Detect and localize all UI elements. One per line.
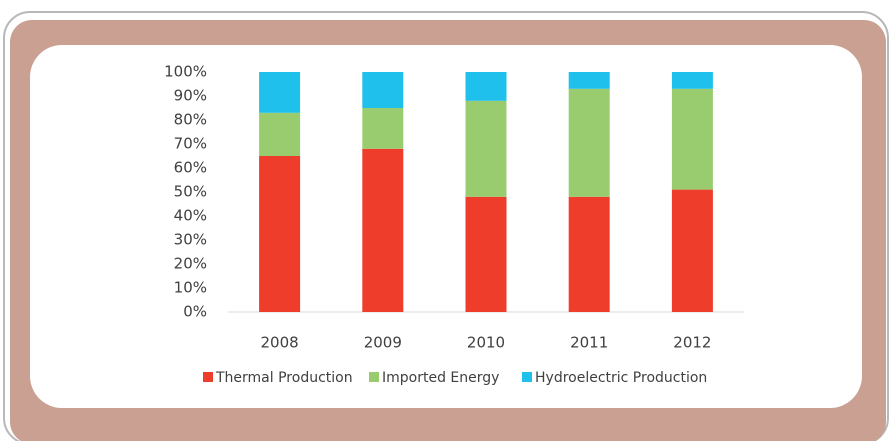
bar-segment [568,196,610,312]
bar-segment [362,108,404,149]
x-tick-label: 2008 [261,334,299,352]
y-tick-label: 70% [174,135,207,153]
legend-label: Hydroelectric Production [535,370,707,386]
y-tick-label: 90% [174,87,207,105]
y-tick-label: 10% [174,279,207,297]
bar-segment [362,72,404,108]
bar-segment [362,148,404,312]
y-tick-label: 0% [183,303,207,321]
bar-segment [671,88,713,190]
bar-segment [465,100,507,197]
y-tick-label: 50% [174,183,207,201]
legend-label: Thermal Production [215,370,353,386]
bar-segment [259,156,301,312]
y-tick-label: 40% [174,207,207,225]
x-tick-label: 2009 [364,334,402,352]
bar-segment [568,88,610,197]
legend-swatch [203,372,213,382]
bar-segment [671,189,713,312]
y-tick-label: 100% [164,63,207,81]
x-tick-label: 2011 [570,334,608,352]
y-tick-label: 30% [174,231,207,249]
bar-segment [465,196,507,312]
legend-swatch [369,372,379,382]
y-tick-label: 20% [174,255,207,273]
plot-card [30,45,862,408]
x-tick-label: 2012 [673,334,711,352]
bar-segment [259,112,301,156]
bar-segment [465,72,507,101]
bar-segment [671,72,713,89]
legend-label: Imported Energy [382,370,499,386]
bar-segment [259,72,301,113]
y-tick-label: 60% [174,159,207,177]
bar-segment [568,72,610,89]
legend-swatch [522,372,532,382]
x-tick-label: 2010 [467,334,505,352]
y-tick-label: 80% [174,111,207,129]
